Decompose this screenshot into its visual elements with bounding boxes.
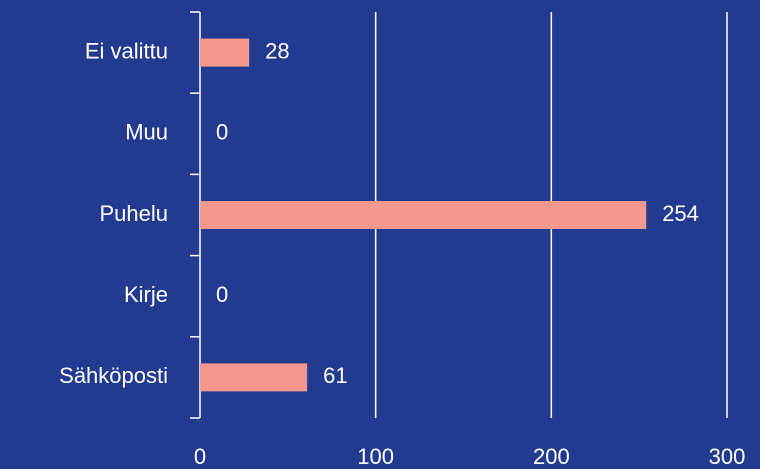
x-tick-label: 0 xyxy=(194,444,206,469)
y-tick-label: Puhelu xyxy=(99,201,168,226)
bar xyxy=(200,363,308,392)
y-tick-label: Sähköposti xyxy=(59,363,168,388)
data-label: 0 xyxy=(216,282,228,307)
data-label: 61 xyxy=(323,363,347,388)
x-tick-label: 200 xyxy=(533,444,570,469)
x-tick-label: 300 xyxy=(709,444,746,469)
y-tick-label: Muu xyxy=(125,120,168,145)
x-tick-label: 100 xyxy=(357,444,394,469)
y-tick-label: Kirje xyxy=(124,282,168,307)
data-label: 28 xyxy=(265,38,289,63)
y-tick-label: Ei valittu xyxy=(85,38,168,63)
bar xyxy=(200,201,647,229)
data-label: 0 xyxy=(216,120,228,145)
data-label: 254 xyxy=(662,201,699,226)
bar xyxy=(200,38,250,67)
